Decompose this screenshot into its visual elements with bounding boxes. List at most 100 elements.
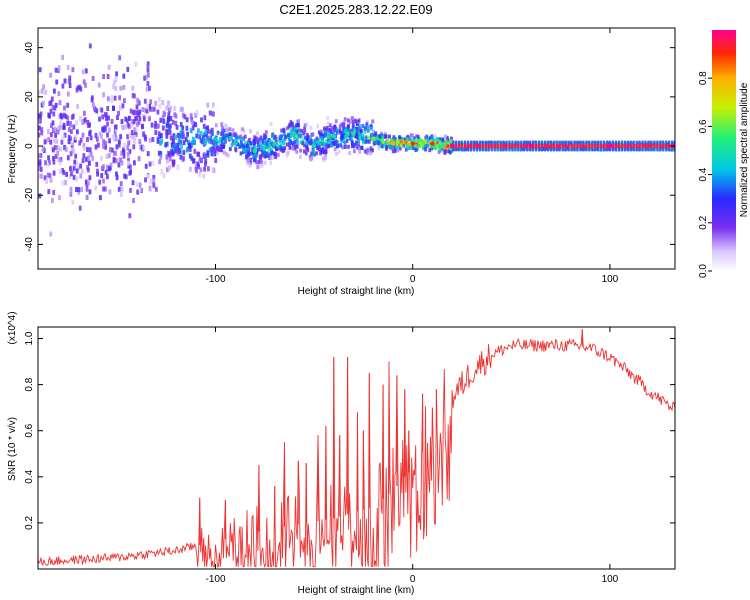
spectrogram-cell (560, 144, 563, 149)
spectrogram-cell (195, 110, 199, 116)
spectrogram-cell (193, 148, 197, 154)
spectrogram-cell (165, 154, 169, 160)
spectrogram-cell (361, 133, 365, 138)
spectrogram-cell (174, 120, 178, 126)
spectrogram-cell (306, 135, 310, 140)
spectrogram-cell (100, 134, 103, 140)
spectrogram-cell (173, 105, 177, 111)
spectrogram-cell (190, 140, 194, 146)
snr-multiplier: (x10^4) (7, 311, 18, 344)
spectrogram-ridge-point (607, 143, 613, 149)
spectrogram-ridge-point (272, 141, 277, 146)
spectrogram-cell (245, 152, 249, 157)
spectrogram-cell (104, 144, 107, 150)
spectrogram-cell (136, 189, 140, 195)
spectrogram-cell (195, 133, 199, 139)
spectrogram-cell (402, 143, 406, 148)
spectrogram-cell (316, 146, 319, 151)
spectrogram-cell (159, 151, 163, 157)
spectrogram-cell (88, 175, 92, 181)
spectrogram-cell (52, 170, 56, 176)
spectrogram-cell (309, 136, 312, 141)
spectrogram-cell (43, 175, 47, 181)
spectrogram-cell (231, 128, 235, 133)
spectrogram-cell (564, 143, 567, 149)
spectrogram-cell (312, 149, 315, 154)
spectrogram-cell (66, 115, 70, 121)
spectrogram-cell (258, 144, 262, 149)
spectrogram-cell (365, 120, 369, 125)
spectrogram-cell (102, 144, 105, 149)
spectrogram-cell (233, 138, 237, 143)
spectrogram-cell (114, 124, 118, 130)
spectrogram-cell (79, 137, 83, 143)
spectrogram-cell (129, 187, 132, 193)
spectrogram-cell (76, 129, 79, 135)
spectrogram-cell (355, 119, 359, 124)
spectrogram-cell (159, 154, 163, 160)
spectrogram-cell (113, 79, 117, 85)
spectrogram-cell (211, 131, 214, 137)
spectrogram-cell (348, 136, 352, 141)
spectrogram-cell (94, 133, 98, 139)
spectrogram-cell (357, 142, 360, 147)
spectrogram-cell (520, 143, 523, 149)
spectrogram-cell (63, 78, 67, 84)
spectrogram-cell (558, 143, 561, 149)
spectrogram-cell (183, 114, 187, 120)
spectrogram-cell (55, 138, 58, 144)
spectrogram-cell (96, 171, 99, 177)
spectrogram-cell (190, 119, 194, 125)
spectrogram-cell (345, 138, 349, 143)
spectrogram-cell (505, 143, 508, 149)
spectrogram-cell (38, 161, 42, 167)
spectrogram-cell (269, 156, 273, 161)
spectrogram-cell (77, 165, 80, 171)
spectrogram-cell (74, 153, 78, 159)
spectrogram-cell (589, 145, 593, 150)
spectrogram-cell (236, 142, 240, 147)
spectrogram-cell (472, 143, 476, 149)
spectrogram-cell (319, 151, 322, 156)
spectrogram-cell (287, 136, 291, 141)
snr-frame (37, 326, 676, 570)
spectrogram-cell (662, 143, 665, 149)
spectrogram-cell (49, 177, 53, 183)
spectrogram-cell (50, 123, 53, 129)
spectrogram-cell (165, 141, 169, 147)
spectrogram-cell (293, 126, 297, 131)
spectrogram-cell (537, 143, 541, 149)
spectrogram-cell (284, 135, 288, 140)
spectrogram-cell (197, 128, 200, 134)
spectrogram-cell (124, 174, 128, 180)
spectrogram-cell (130, 122, 134, 128)
spectrogram-cell (317, 141, 320, 146)
spectrogram-cell (508, 143, 511, 149)
spectrogram-cell (356, 126, 360, 131)
spectrogram-cell (195, 168, 198, 174)
spectrogram-cell (208, 147, 212, 153)
spectrogram-cell (665, 143, 668, 149)
spectrogram-cell (182, 134, 185, 140)
spectrogram-cell (276, 152, 280, 157)
spectrogram-cell (279, 147, 283, 152)
spectrogram-cell (600, 143, 603, 149)
spectrogram-cell (89, 135, 93, 141)
spectrogram-cell (409, 133, 413, 138)
spectrogram-cell (121, 103, 125, 109)
spectrogram-cell (119, 85, 123, 91)
spectrogram-cell (303, 128, 307, 133)
spectrogram-cell (228, 132, 232, 137)
spectrogram-cell (311, 132, 315, 137)
spectrogram-cell (95, 161, 99, 167)
spectrogram-cell (430, 135, 434, 140)
spectrogram-cell (297, 119, 300, 123)
spectrogram-cell (276, 143, 280, 148)
spectrogram-cell (221, 136, 225, 141)
spectrogram-cell (146, 174, 150, 180)
spectrogram-cell (423, 144, 427, 149)
spectrogram-cell (58, 195, 61, 201)
spectrogram-cell (126, 151, 130, 157)
spectrogram-cell (271, 143, 275, 148)
